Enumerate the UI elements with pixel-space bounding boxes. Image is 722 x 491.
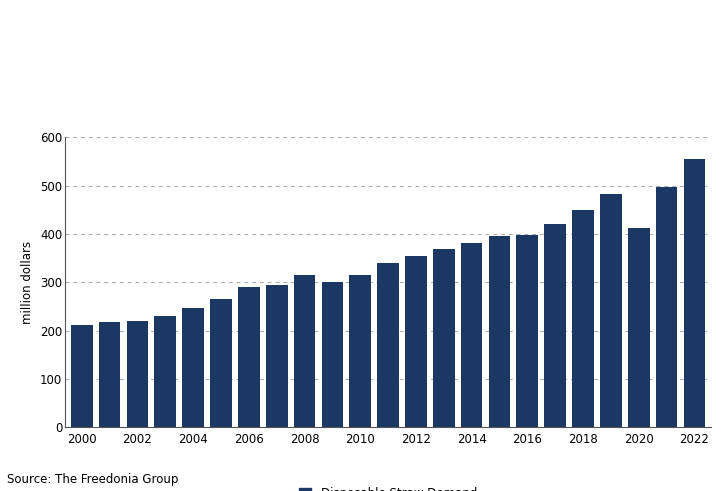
Bar	[572, 210, 594, 427]
Bar	[321, 282, 343, 427]
Bar	[516, 235, 538, 427]
Bar	[628, 228, 650, 427]
Bar	[238, 287, 260, 427]
Bar	[377, 263, 399, 427]
Bar	[405, 256, 427, 427]
Bar	[71, 325, 92, 427]
Legend: Disposable Straw Demand: Disposable Straw Demand	[295, 482, 482, 491]
Bar	[294, 275, 316, 427]
Text: Source: The Freedonia Group: Source: The Freedonia Group	[7, 473, 178, 486]
Bar	[656, 187, 677, 427]
Bar	[433, 248, 455, 427]
Bar	[600, 194, 622, 427]
Bar	[489, 237, 510, 427]
Bar	[182, 308, 204, 427]
Bar	[155, 316, 176, 427]
Text: Freedonia: Freedonia	[644, 111, 710, 125]
Bar	[461, 243, 482, 427]
Text: Figure 3-1.
Annual Disposable Straw Demand,
2000 – 2022
(million dollars): Figure 3-1. Annual Disposable Straw Dema…	[9, 3, 268, 72]
Bar	[210, 299, 232, 427]
Bar	[544, 224, 566, 427]
Bar	[99, 322, 121, 427]
Bar	[684, 159, 705, 427]
Y-axis label: million dollars: million dollars	[22, 241, 35, 324]
Bar	[126, 322, 148, 427]
Bar	[266, 285, 287, 427]
Bar	[349, 275, 371, 427]
